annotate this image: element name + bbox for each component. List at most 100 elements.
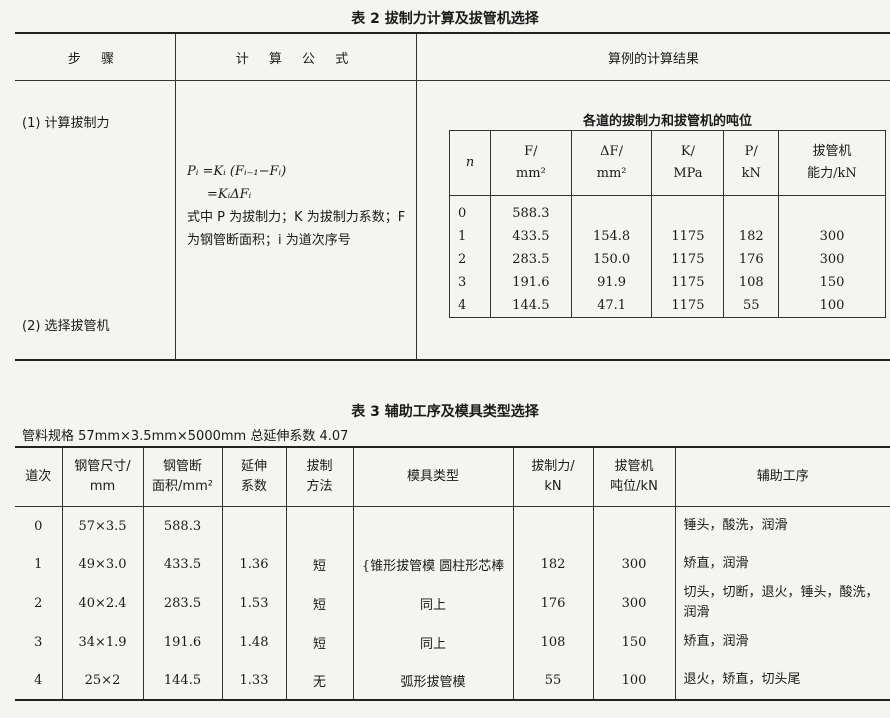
table-cell: 1175 xyxy=(651,294,724,318)
header-line: 钢管断 xyxy=(162,459,202,474)
column-header: 辅助工序 xyxy=(674,447,890,507)
table-cell: 短 xyxy=(285,583,353,623)
header-line: 能力/kN xyxy=(807,166,857,181)
table-cell: 100 xyxy=(592,661,675,700)
table-cell: 300 xyxy=(778,225,886,248)
column-header: 拔制力/kN xyxy=(512,447,593,507)
header-line: 模具类型 xyxy=(406,469,459,484)
column-header: 延伸 系数 xyxy=(221,447,286,507)
table-cell: 191.6 xyxy=(490,271,572,294)
table-cell xyxy=(778,195,886,225)
header-line: 钢管尺寸/ xyxy=(74,459,131,474)
header-result: 算例的计算结果 xyxy=(416,33,890,81)
header-line: MPa xyxy=(673,166,703,181)
table-cell: 1 xyxy=(34,556,43,572)
table-cell: 283.5 xyxy=(142,583,222,623)
table-cell: 3 xyxy=(34,634,43,650)
table-row: 4 144.5 47.1 1175 55 100 xyxy=(450,294,886,318)
table3-spec: 管料规格 57mm×3.5mm×5000mm 总延伸系数 4.07 xyxy=(22,429,349,444)
table-cell: 100 xyxy=(778,294,886,318)
table-row: 2 283.5 150.0 1175 176 300 xyxy=(450,248,886,271)
table-cell: 182 xyxy=(723,225,779,248)
table-cell: 1 xyxy=(458,229,467,244)
table-cell: 矫直，润滑 xyxy=(674,545,890,583)
table-cell: 176 xyxy=(512,583,593,623)
header-line: mm² xyxy=(515,166,546,181)
header-line: 吨位/kN xyxy=(610,479,658,494)
table-cell: 150.0 xyxy=(570,248,652,271)
table-cell: 144.5 xyxy=(142,661,222,700)
formula-note: 式中 P 为拔制力；K 为拔制力系数；F 为钢管断面积；i 为道次序号 xyxy=(187,210,406,248)
table-cell: 176 xyxy=(723,248,779,271)
column-header: 模具类型 xyxy=(352,447,513,507)
table-row: 1 49×3.0 433.5 1.36 短 {锥形拔管模 圆柱形芯棒 182 300 矫直，润滑 xyxy=(15,545,890,583)
formula-line2: =KᵢΔFᵢ xyxy=(207,187,252,202)
table-cell: 1175 xyxy=(651,248,724,271)
header-line: 延伸 xyxy=(240,459,267,474)
column-header: 拔制 方法 xyxy=(285,447,353,507)
header-line: 方法 xyxy=(306,479,333,494)
table-cell xyxy=(221,506,286,545)
header-line: 面积/mm² xyxy=(152,479,213,494)
table-cell: 108 xyxy=(723,271,779,294)
column-header: 道次 xyxy=(15,447,62,507)
header-line: 系数 xyxy=(240,479,267,494)
table-cell: {锥形拔管模 圆柱形芯棒 xyxy=(352,545,513,583)
table3: 道次 钢管尺寸/mm 钢管断 面积/mm² 延伸 系数 拔制 方法 模具类型 拔制力/kN 拔管机吨… xyxy=(15,446,890,701)
table3-title: 表 3 辅助工序及模具类型选择 xyxy=(351,404,539,420)
header-line: mm xyxy=(89,479,116,494)
header-line: ΔF/ xyxy=(600,144,623,159)
table-cell: 150 xyxy=(778,271,886,294)
column-header: P/kN xyxy=(723,130,779,196)
table-cell: 150 xyxy=(592,623,675,661)
header-step: 步 骤 xyxy=(15,33,176,81)
header-line: F/ xyxy=(524,144,538,159)
column-header: 钢管断面积/mm² xyxy=(142,447,222,507)
formula-line1: Pᵢ =Kᵢ (Fᵢ₋₁−Fᵢ) xyxy=(187,164,287,179)
table-cell: 91.9 xyxy=(570,271,652,294)
table-cell: 弧形拔管模 xyxy=(352,661,513,700)
table-cell: 433.5 xyxy=(142,545,222,583)
table-cell: 300 xyxy=(778,248,886,271)
formula: Pᵢ =Kᵢ (Fᵢ₋₁−Fᵢ) =KᵢΔFᵢ 式中 P 为拔制力；K 为拔制力… xyxy=(187,160,412,252)
table-cell xyxy=(592,506,675,545)
header-line: kN xyxy=(544,479,562,494)
table-row: 1 433.5 154.8 1175 182 300 xyxy=(450,225,886,248)
table-cell: 283.5 xyxy=(490,248,572,271)
table-cell xyxy=(285,506,353,545)
table-cell: 同上 xyxy=(352,623,513,661)
table-cell: 4 xyxy=(34,672,43,688)
column-header: ΔF/mm² xyxy=(570,130,652,196)
column-header: 拔管机能力/kN xyxy=(778,130,886,196)
table-cell: 同上 xyxy=(352,583,513,623)
table-row: 3 34×1.9 191.6 1.48 短同上 108 150 矫直，润滑 xyxy=(15,623,890,661)
table-row: 2 40×2.4 283.5 1.53 短同上 176 300 切头，切断，退火，锤头，酸洗，… xyxy=(15,583,890,623)
header-line: 拔制力/ xyxy=(531,459,575,474)
table-cell: 300 xyxy=(592,545,675,583)
header-line: 道次 xyxy=(25,469,52,484)
table-cell: 25×2 xyxy=(61,661,143,700)
column-header: F/mm² xyxy=(490,130,572,196)
header-line: K/ xyxy=(680,144,695,159)
header-line: mm² xyxy=(596,166,627,181)
table-cell: 1.48 xyxy=(221,623,286,661)
table-cell xyxy=(570,195,652,225)
column-header: K/MPa xyxy=(651,130,724,196)
header-line: 拔管机 xyxy=(614,459,654,474)
table-cell: 1.36 xyxy=(221,545,286,583)
step-2: (2) 选择拔管机 xyxy=(22,319,110,334)
table-cell: 47.1 xyxy=(570,294,652,318)
table-cell: 1175 xyxy=(651,225,724,248)
table-cell: 1.33 xyxy=(221,661,286,700)
table-cell: 154.8 xyxy=(570,225,652,248)
header-line: kN xyxy=(741,166,761,181)
table-cell: 1.53 xyxy=(221,583,286,623)
column-header: n xyxy=(449,130,491,196)
table-cell: 锤头，酸洗，润滑 xyxy=(674,506,890,545)
header-line: 拔管机 xyxy=(812,144,852,159)
header-line: 拔制 xyxy=(306,459,333,474)
table-cell: 433.5 xyxy=(490,225,572,248)
table-cell: 无 xyxy=(285,661,353,700)
table-cell: 矫直，润滑 xyxy=(674,623,890,661)
table-cell: 108 xyxy=(512,623,593,661)
